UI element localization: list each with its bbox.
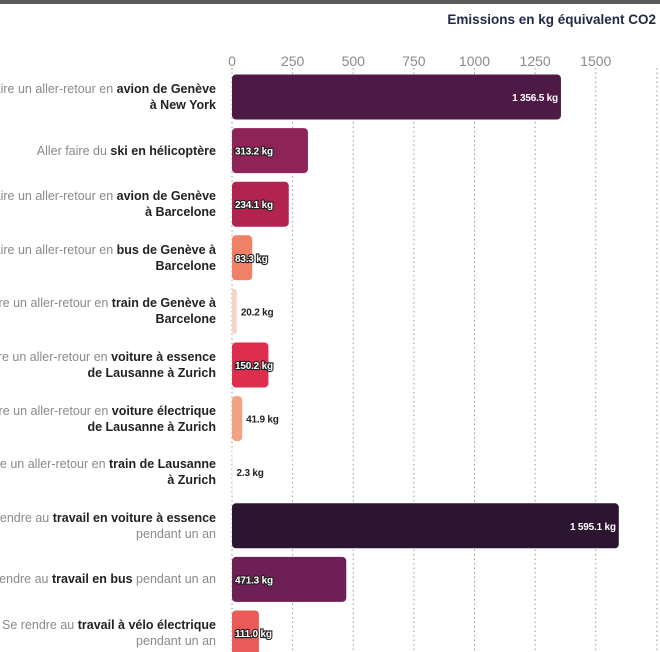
bar [232,288,237,334]
row-label: Faire un aller-retour en voiture électri… [0,403,216,435]
row-label: Faire un aller-retour en train de Lausan… [0,456,216,488]
row-label: Faire un aller-retour en avion de Genève… [0,188,216,220]
row-label: Se rendre au travail en voiture à essenc… [0,510,216,542]
bar [232,342,269,388]
x-tick-label: 250 [281,53,305,69]
bar-value-label: 41.9 kg [246,415,279,426]
row-label-text: Faire un aller-retour en [0,296,109,311]
bar [232,181,289,227]
row-label: Se rendre au travail à vélo électrique p… [0,617,216,649]
row-label-text: pendant un an [136,634,216,648]
row-label-bold: train de Genève à Barcelone [111,296,216,327]
row-label: Faire un aller-retour en avion de Genève… [0,81,216,113]
row-label-text: Faire un aller-retour en [0,242,114,257]
bar-value-label: 2.3 kg [237,468,264,479]
bar [232,235,253,281]
row-label-bold: travail en bus [51,572,133,587]
top-strip [0,0,660,4]
x-tick-label: 1500 [580,53,611,69]
row-label-bold: bus de Genève à Barcelone [116,242,216,273]
bar [232,449,233,495]
row-label-text: pendant un an [136,526,216,541]
bar-value-label: 471.3 kg [235,575,273,586]
x-tick-label: 750 [402,53,426,69]
row-label-text: Se rendre au [0,572,49,587]
row-label-bold: voiture à essence de Lausanne à Zurich [87,350,216,380]
row-label-text: Se rendre au [0,510,50,525]
bar-value-label: 83.3 kg [235,254,268,265]
row-label-text: Faire un aller-retour en [0,189,114,204]
row-label-text: pendant un an [132,572,216,587]
bar-value-label: 1 356.5 kg [512,93,558,104]
bar-value-label: 234.1 kg [235,200,273,211]
x-tick-label: 0 [228,53,236,69]
bar-value-label: 313.2 kg [235,147,273,158]
row-label-text: Se rendre au [1,618,78,632]
row-label: Se rendre au travail en bus pendant un a… [0,571,216,587]
row-label-text: Faire un aller-retour en [0,403,109,418]
row-label-bold: voiture électrique de Lausanne à Zurich [87,403,216,434]
row-label-text: Faire un aller-retour en [0,457,106,472]
bar [232,74,561,120]
row-label-text: Faire un aller-retour en [0,82,114,96]
bar-value-label: 20.2 kg [241,307,274,318]
bar-value-label: 1 595.1 kg [570,522,616,533]
bar [232,396,243,442]
row-label-text: Faire un aller-retour en [0,350,108,364]
row-label-bold: avion de Genève à New York [116,82,216,112]
row-label-bold: avion de Genève à Barcelone [116,189,216,220]
x-tick-label: 500 [342,53,366,69]
x-tick-label: 1250 [520,53,551,69]
row-label-bold: train de Lausanne à Zurich [109,457,216,488]
row-label: Faire un aller-retour en bus de Genève à… [0,242,216,274]
row-label: Faire un aller-retour en voiture à essen… [0,349,216,381]
row-label: Aller faire du ski en hélicoptère [0,143,216,159]
row-label: Faire un aller-retour en train de Genève… [0,295,216,327]
row-label-bold: travail à vélo électrique [77,618,216,632]
bar-value-label: 150.2 kg [235,361,273,372]
row-label-text: Aller faire du [36,143,111,158]
bar [232,610,259,652]
x-tick-label: 1000 [459,53,490,69]
bar-value-label: 111.0 kg [235,629,272,640]
bar [232,128,308,174]
chart-title: Emissions en kg équivalent CO2 [447,12,656,27]
row-label-bold: ski en hélicoptère [110,143,216,158]
bar [232,556,347,602]
row-label-bold: travail en voiture à essence [52,510,216,525]
bar [232,503,619,549]
